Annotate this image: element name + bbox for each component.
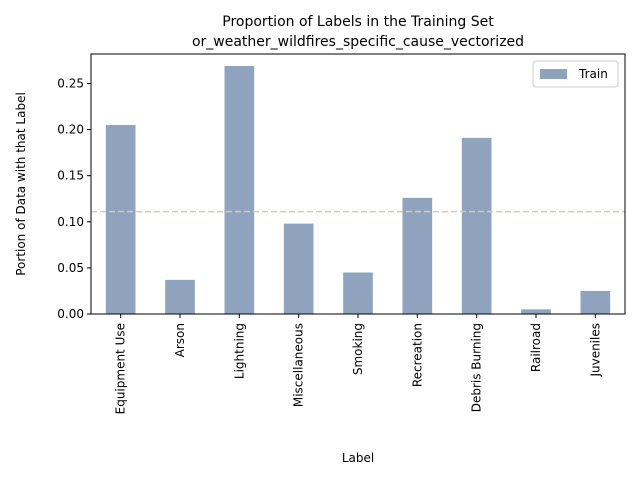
y-axis-label: Portion of Data with that Label [14, 92, 28, 276]
x-tick-label: Recreation [410, 323, 424, 387]
x-tick-label: Debris Burning [470, 323, 484, 412]
bar [461, 137, 492, 314]
x-axis-label: Label [342, 451, 374, 465]
y-tick-label: 0.15 [57, 169, 84, 183]
y-tick-label: 0.05 [57, 261, 84, 275]
x-tick-label: Railroad [529, 323, 543, 372]
bars-group [105, 65, 611, 315]
x-axis: Equipment Use Arson Lightning Miscellaneous… [114, 314, 602, 414]
bar [521, 309, 551, 314]
legend-swatch [540, 69, 567, 79]
bar [343, 272, 373, 314]
x-tick-label: Lightning [232, 323, 246, 379]
bar [580, 290, 611, 314]
x-tick-label: Arson [173, 323, 187, 357]
legend-box [532, 60, 619, 88]
y-tick-label: 0.20 [57, 123, 84, 137]
x-tick-label: Smoking [351, 323, 365, 375]
plot-frame [90, 53, 626, 315]
bar [105, 124, 136, 315]
y-tick-label: 0.00 [57, 307, 84, 321]
y-axis: 0.00 0.05 0.10 0.15 0.20 0.25 [57, 77, 91, 321]
bar [283, 223, 314, 314]
chart-title-line1: Proportion of Labels in the Training Set [222, 14, 494, 30]
bar [224, 65, 255, 315]
legend: Train [532, 60, 619, 88]
legend-label: Train [578, 67, 608, 81]
x-tick-label: Equipment Use [114, 323, 128, 414]
x-tick-label: Miscellaneous [292, 323, 306, 407]
chart-title-line2: or_weather_wildfires_specific_cause_vect… [192, 34, 524, 50]
bar [165, 279, 195, 314]
y-tick-label: 0.25 [57, 77, 84, 91]
y-tick-label: 0.10 [57, 215, 84, 229]
bar [402, 197, 433, 314]
x-tick-label: Juveniles [588, 323, 602, 378]
